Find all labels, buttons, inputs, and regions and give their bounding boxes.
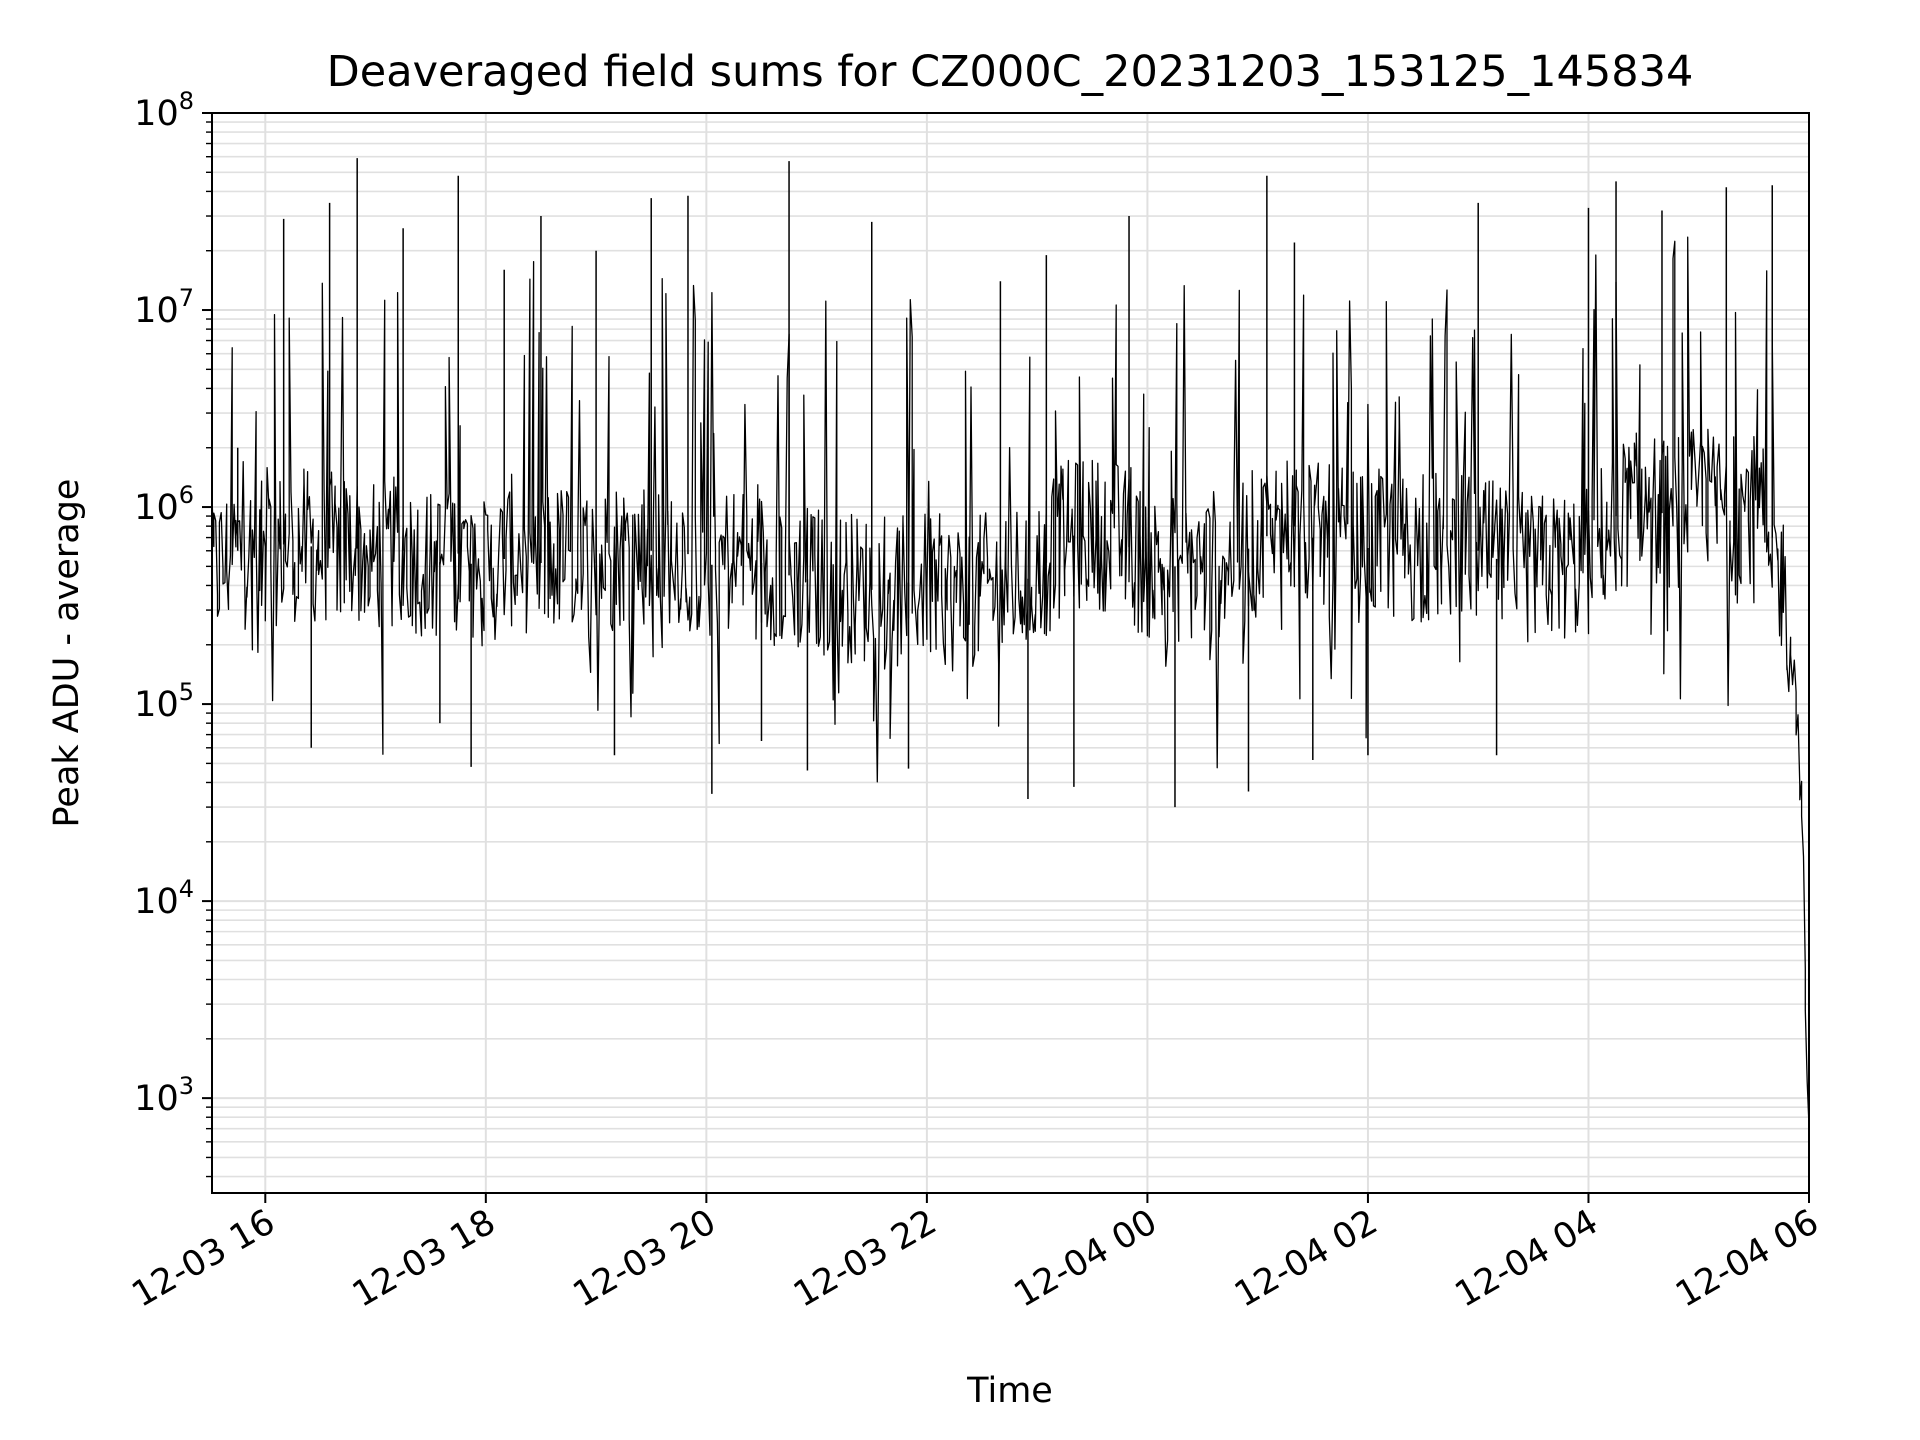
y-tick-label: 108 xyxy=(134,87,194,134)
x-tick-label: 12-03 20 xyxy=(567,1202,723,1315)
y-tick-label: 104 xyxy=(134,875,194,922)
axis-ticks: 103 104 105 106 107 108 12-03 16 12-03 18 12-03 … xyxy=(126,87,1826,1315)
x-tick-label: 12-03 18 xyxy=(346,1202,502,1315)
y-axis-label: Peak ADU - average xyxy=(47,479,87,828)
x-tick-label: 12-04 04 xyxy=(1449,1202,1605,1315)
plot-frame xyxy=(211,112,1810,1194)
x-axis-label: Time xyxy=(966,1371,1053,1411)
plot-data xyxy=(211,158,1810,1127)
chart-grid xyxy=(212,112,1810,1193)
chart-title: Deaveraged field sums for CZ000C_2023120… xyxy=(327,47,1694,97)
data-series-line xyxy=(211,236,1810,1127)
y-tick-label: 107 xyxy=(134,284,194,331)
y-tick-label: 103 xyxy=(134,1072,194,1119)
x-tick-label: 12-04 00 xyxy=(1008,1202,1164,1315)
x-tick-label: 12-03 22 xyxy=(787,1202,943,1315)
x-tick-label: 12-03 16 xyxy=(126,1202,282,1315)
y-tick-label: 106 xyxy=(134,481,194,528)
y-tick-label: 105 xyxy=(134,678,194,725)
x-tick-label: 12-04 06 xyxy=(1669,1202,1825,1315)
x-tick-label: 12-04 02 xyxy=(1228,1202,1384,1315)
